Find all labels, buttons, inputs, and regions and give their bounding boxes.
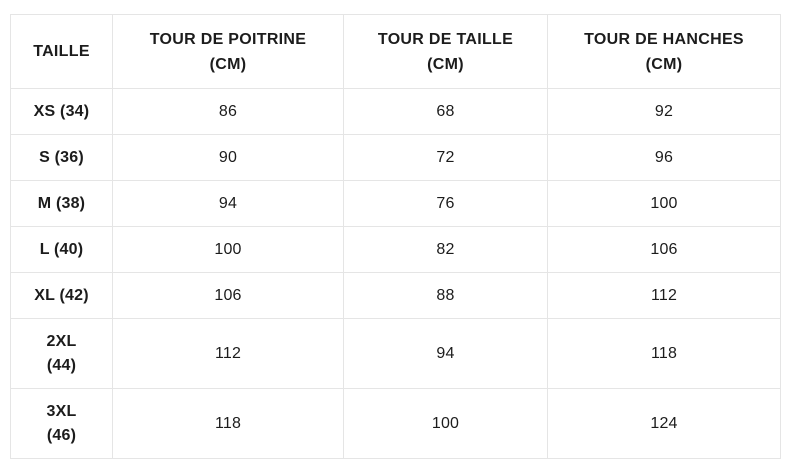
size-label: 2XL (44): [10, 318, 113, 389]
column-header-poitrine: TOUR DE POITRINE (CM): [112, 14, 344, 89]
column-header-hanches: TOUR DE HANCHES (CM): [547, 14, 781, 89]
taille-value: 100: [343, 388, 548, 459]
poitrine-value: 118: [112, 388, 344, 459]
table-row-s: S (36) 90 72 96: [10, 134, 781, 181]
table-row-l: L (40) 100 82 106: [10, 226, 781, 273]
hanches-value: 96: [547, 134, 781, 181]
table-row-xl: XL (42) 106 88 112: [10, 272, 781, 319]
poitrine-value: 90: [112, 134, 344, 181]
taille-value: 72: [343, 134, 548, 181]
hanches-value: 118: [547, 318, 781, 389]
size-chart-table: TAILLE TOUR DE POITRINE (CM) TOUR DE TAI…: [10, 14, 781, 459]
size-label: XL (42): [10, 272, 113, 319]
table-row-3xl: 3XL (46) 118 100 124: [10, 388, 781, 459]
column-header-tour-taille: TOUR DE TAILLE (CM): [343, 14, 548, 89]
poitrine-value: 94: [112, 180, 344, 227]
taille-value: 88: [343, 272, 548, 319]
size-label: XS (34): [10, 88, 113, 135]
taille-value: 76: [343, 180, 548, 227]
taille-value: 94: [343, 318, 548, 389]
hanches-value: 124: [547, 388, 781, 459]
hanches-value: 100: [547, 180, 781, 227]
poitrine-value: 112: [112, 318, 344, 389]
size-label: 3XL (46): [10, 388, 113, 459]
table-row-m: M (38) 94 76 100: [10, 180, 781, 227]
poitrine-value: 106: [112, 272, 344, 319]
size-label: L (40): [10, 226, 113, 273]
poitrine-value: 100: [112, 226, 344, 273]
poitrine-value: 86: [112, 88, 344, 135]
taille-value: 82: [343, 226, 548, 273]
size-label: M (38): [10, 180, 113, 227]
hanches-value: 106: [547, 226, 781, 273]
hanches-value: 92: [547, 88, 781, 135]
table-row-xs: XS (34) 86 68 92: [10, 88, 781, 135]
column-header-taille: TAILLE: [10, 14, 113, 89]
size-label: S (36): [10, 134, 113, 181]
header-row: TAILLE TOUR DE POITRINE (CM) TOUR DE TAI…: [10, 14, 781, 89]
table-row-2xl: 2XL (44) 112 94 118: [10, 318, 781, 389]
hanches-value: 112: [547, 272, 781, 319]
taille-value: 68: [343, 88, 548, 135]
